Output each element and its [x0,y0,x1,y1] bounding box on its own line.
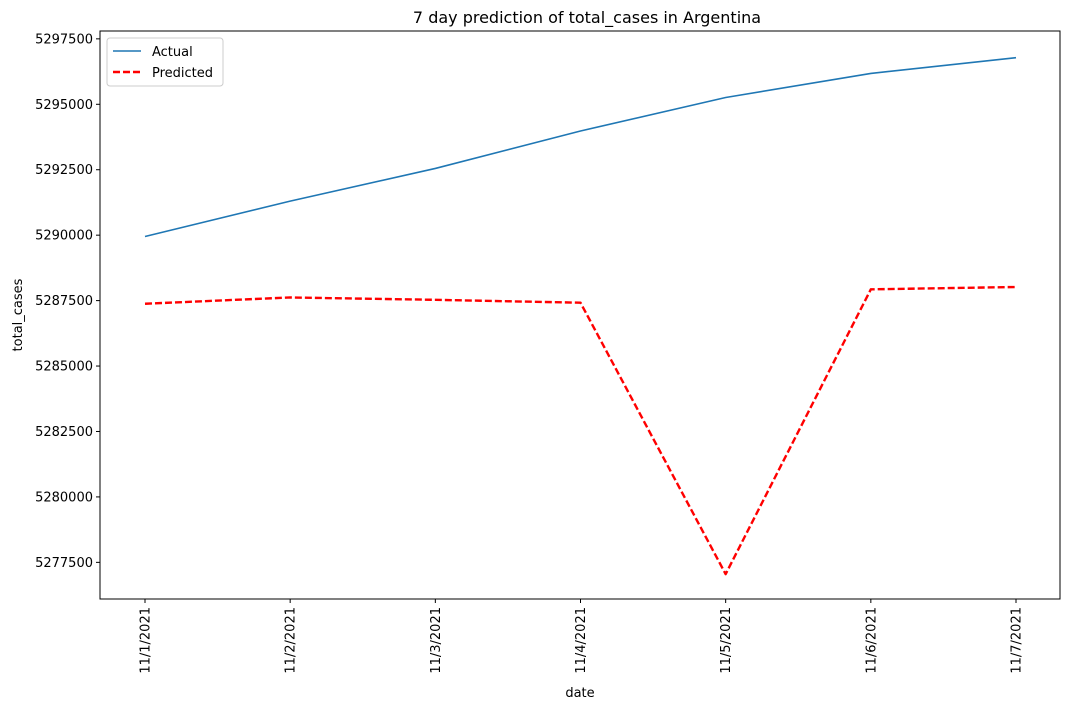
y-tick-label: 5277500 [35,556,93,571]
legend: Actual Predicted [106,37,224,87]
y-axis-label: total_cases [11,278,26,351]
series-line-predicted [144,285,1017,576]
legend-label-predicted: Predicted [152,66,213,81]
x-tick-label: 11/4/2021 [574,607,589,674]
x-tick-label: 11/7/2021 [1010,607,1025,674]
x-tick-label: 11/2/2021 [284,607,299,674]
y-tick-label: 5295000 [35,98,93,113]
x-axis-label: date [565,686,594,701]
x-axis: 11/1/2021 11/2/2021 11/3/2021 11/4/2021 11/5… [139,599,1025,674]
x-tick-label: 11/1/2021 [139,607,154,674]
y-tick-label: 5292500 [35,163,93,178]
chart-title: 7 day prediction of total_cases in Argen… [413,8,761,28]
series-line-actual [144,56,1017,238]
y-tick-label: 5297500 [35,32,93,47]
x-tick-label: 11/5/2021 [719,607,734,674]
legend-label-actual: Actual [152,45,193,60]
y-tick-label: 5285000 [35,360,93,375]
legend-box [106,37,224,87]
y-tick-label: 5280000 [35,490,93,505]
x-tick-label: 11/3/2021 [429,607,444,674]
y-tick-label: 5290000 [35,229,93,244]
x-tick-label: 11/6/2021 [864,607,879,674]
y-tick-label: 5282500 [35,425,93,440]
plot-area [99,30,1061,600]
series-layer [144,56,1017,576]
y-tick-label: 5287500 [35,294,93,309]
y-axis: 5277500 5280000 5282500 5285000 5287500 52900… [35,32,100,571]
